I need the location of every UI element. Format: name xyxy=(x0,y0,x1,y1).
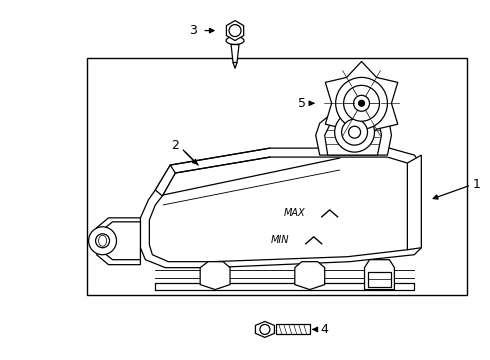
Circle shape xyxy=(342,119,368,145)
Polygon shape xyxy=(226,21,244,41)
Text: 5: 5 xyxy=(298,97,306,110)
Polygon shape xyxy=(255,321,274,337)
Text: 4: 4 xyxy=(321,323,329,336)
Text: 3: 3 xyxy=(189,24,197,37)
Polygon shape xyxy=(155,165,175,196)
Polygon shape xyxy=(325,62,398,145)
Ellipse shape xyxy=(226,37,244,45)
Polygon shape xyxy=(325,120,382,155)
Circle shape xyxy=(348,126,361,138)
Text: 2: 2 xyxy=(172,139,179,152)
Polygon shape xyxy=(231,45,239,67)
Bar xyxy=(87,58,467,294)
Circle shape xyxy=(354,95,369,111)
Polygon shape xyxy=(276,324,310,334)
Circle shape xyxy=(260,324,270,334)
Polygon shape xyxy=(97,218,141,265)
Polygon shape xyxy=(295,262,325,289)
Circle shape xyxy=(359,100,365,106)
Circle shape xyxy=(336,77,388,129)
Ellipse shape xyxy=(98,235,106,246)
Polygon shape xyxy=(233,62,237,68)
Circle shape xyxy=(96,234,110,248)
Polygon shape xyxy=(102,222,141,260)
Polygon shape xyxy=(407,155,421,250)
Polygon shape xyxy=(316,115,392,155)
Polygon shape xyxy=(368,272,392,287)
Polygon shape xyxy=(365,260,394,289)
Text: MAX: MAX xyxy=(284,208,306,218)
Circle shape xyxy=(229,24,241,37)
Circle shape xyxy=(335,112,374,152)
Polygon shape xyxy=(149,157,413,262)
Polygon shape xyxy=(141,148,421,268)
Polygon shape xyxy=(155,283,415,289)
Circle shape xyxy=(89,227,117,255)
Circle shape xyxy=(343,85,379,121)
Polygon shape xyxy=(200,262,230,289)
Text: MIN: MIN xyxy=(270,235,289,245)
Text: 1: 1 xyxy=(473,179,481,192)
